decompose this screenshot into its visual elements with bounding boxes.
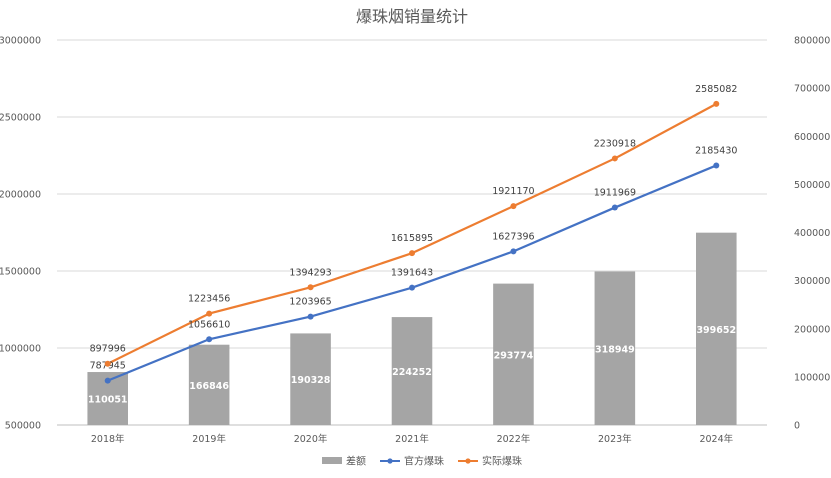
y-right-tick-label: 0 — [794, 421, 800, 432]
bar-data-label: 190328 — [291, 375, 331, 386]
bar — [493, 283, 534, 425]
point-data-label: 2585082 — [695, 84, 737, 95]
point-data-label: 1615895 — [391, 233, 433, 244]
bar-data-label: 110051 — [88, 395, 128, 406]
y-right-tick-label: 800000 — [794, 36, 830, 47]
x-tick-label: 2021年 — [395, 433, 429, 445]
x-tick-label: 2023年 — [598, 433, 632, 445]
y-right-tick-label: 300000 — [794, 276, 830, 287]
point-data-label: 1394293 — [289, 267, 331, 278]
legend: 差额 官方爆珠 实际爆珠 — [322, 455, 522, 468]
data-point — [510, 248, 517, 255]
bar-data-label: 166846 — [189, 381, 229, 392]
y-left-tick-label: 500000 — [5, 421, 41, 432]
data-point — [104, 377, 111, 384]
legend-label: 实际爆珠 — [482, 455, 522, 468]
y-right-tick-label: 400000 — [794, 228, 830, 239]
y-left-tick-label: 2500000 — [0, 113, 41, 124]
axes: 5000001000000150000020000002500000300000… — [0, 36, 830, 446]
point-data-label: 1921170 — [492, 186, 534, 197]
bar — [696, 232, 737, 425]
y-right-tick-label: 600000 — [794, 132, 830, 143]
x-tick-label: 2022年 — [497, 433, 531, 445]
point-data-label: 1391643 — [391, 268, 433, 279]
legend-label: 差额 — [346, 455, 366, 468]
bar-data-label: 293774 — [494, 350, 534, 361]
y-left-tick-label: 1000000 — [0, 344, 41, 355]
legend-marker — [387, 458, 393, 464]
gridlines — [57, 39, 767, 426]
bar-data-label: 224252 — [392, 367, 432, 378]
y-right-tick-label: 500000 — [794, 180, 830, 191]
chart-title: 爆珠烟销量统计 — [356, 7, 468, 26]
data-point — [206, 310, 213, 317]
point-data-label: 2230918 — [594, 138, 636, 149]
data-point — [409, 284, 415, 291]
point-data-label: 1223456 — [188, 294, 230, 305]
x-tick-label: 2024年 — [699, 433, 733, 445]
data-point — [409, 250, 415, 257]
bar — [594, 271, 636, 425]
data-point — [307, 313, 314, 320]
point-data-label: 1056610 — [188, 319, 230, 330]
y-left-tick-label: 1500000 — [0, 267, 41, 278]
point-data-label: 897996 — [90, 344, 126, 355]
data-point — [307, 284, 314, 291]
data-point — [611, 204, 618, 211]
line-series: 7879451056610120396513916431627396191196… — [90, 84, 737, 384]
data-point — [104, 360, 111, 367]
bar-series: 110051 166846 190328 224252 293774 318949 3996… — [87, 232, 737, 425]
data-point — [206, 336, 213, 343]
point-data-label: 1911969 — [594, 188, 636, 199]
data-point — [713, 162, 720, 169]
bar — [188, 344, 230, 425]
bar — [391, 317, 433, 425]
y-right-tick-label: 700000 — [794, 84, 830, 95]
bar-data-label: 399652 — [696, 325, 736, 336]
y-left-tick-label: 3000000 — [0, 36, 41, 47]
legend-marker — [465, 458, 471, 464]
x-tick-label: 2020年 — [294, 433, 328, 445]
y-right-tick-label: 100000 — [794, 372, 830, 383]
bar — [290, 333, 331, 425]
data-point — [713, 100, 720, 107]
x-tick-label: 2018年 — [91, 433, 125, 445]
point-data-label: 2185430 — [695, 145, 737, 156]
y-right-tick-label: 200000 — [794, 324, 830, 335]
y-left-tick-label: 2000000 — [0, 190, 41, 201]
legend-swatch — [322, 457, 342, 464]
legend-label: 官方爆珠 — [404, 455, 444, 468]
data-point — [510, 203, 517, 210]
bar-data-label: 318949 — [595, 344, 635, 355]
point-data-label: 1627396 — [492, 231, 534, 242]
point-data-label: 1203965 — [289, 297, 331, 308]
x-tick-label: 2019年 — [192, 433, 226, 445]
data-point — [611, 155, 618, 162]
